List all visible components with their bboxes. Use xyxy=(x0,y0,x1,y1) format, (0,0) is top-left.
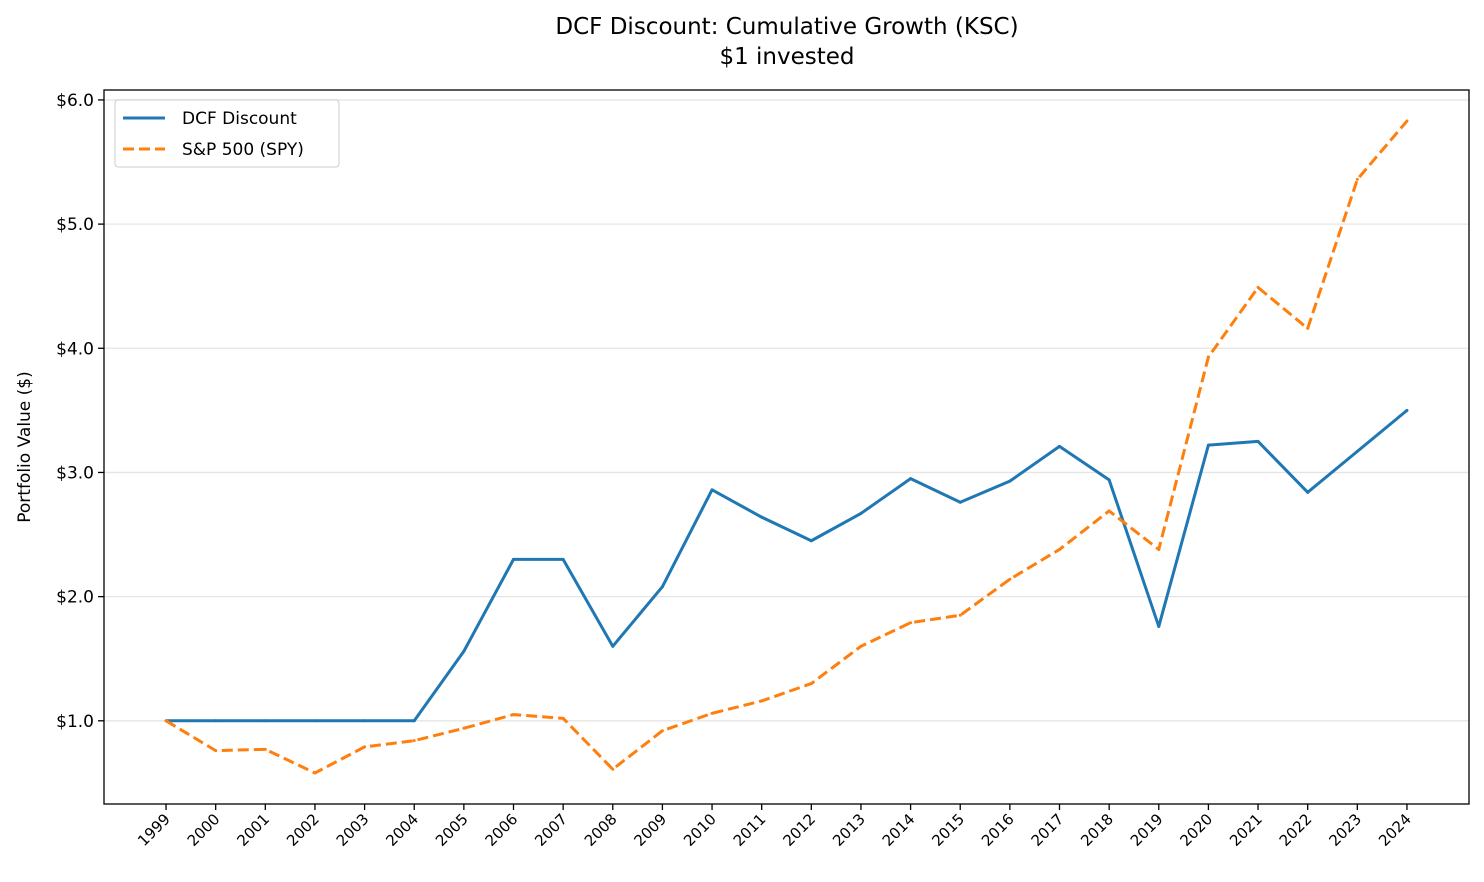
x-tick-label: 2018 xyxy=(1077,810,1117,850)
y-tick-label: $4.0 xyxy=(56,339,94,359)
plot-frame xyxy=(103,89,1470,805)
data-point xyxy=(561,716,565,720)
y-axis: $1.0 $2.0 $3.0 $4.0 $5.0 $6.0 xyxy=(56,91,104,732)
data-point xyxy=(859,644,863,648)
x-tick-label: 2015 xyxy=(928,810,968,850)
data-point xyxy=(462,649,466,653)
y-tick-label: $5.0 xyxy=(56,215,94,235)
data-point xyxy=(1355,449,1359,453)
data-point xyxy=(809,539,813,543)
data-point xyxy=(660,585,664,589)
data-point xyxy=(909,621,913,625)
x-tick-label: 2012 xyxy=(779,810,819,850)
x-tick-label: 2007 xyxy=(531,810,571,850)
data-point xyxy=(1206,355,1210,359)
data-point xyxy=(363,745,367,749)
series-line-0 xyxy=(166,409,1408,723)
data-point xyxy=(263,719,267,723)
y-tick-label: $3.0 xyxy=(56,463,94,483)
data-point xyxy=(958,613,962,617)
data-point xyxy=(164,719,168,723)
x-tick-label: 2008 xyxy=(581,810,621,850)
x-tick-label: 2022 xyxy=(1276,810,1316,850)
x-tick-label: 2006 xyxy=(482,810,522,850)
x-tick-label: 2021 xyxy=(1226,810,1266,850)
x-tick-label: 2019 xyxy=(1127,810,1167,850)
x-tick-label: 2001 xyxy=(233,810,273,850)
series-lines xyxy=(164,119,1409,775)
x-tick-label: 2014 xyxy=(879,810,919,850)
data-point xyxy=(1206,443,1210,447)
data-point xyxy=(1256,439,1260,443)
y-tick-label: $6.0 xyxy=(56,91,94,111)
data-point xyxy=(760,515,764,519)
x-tick-label: 2002 xyxy=(283,810,323,850)
data-point xyxy=(611,767,615,771)
data-point xyxy=(214,719,218,723)
legend-label-spy: S&P 500 (SPY) xyxy=(182,140,304,160)
x-tick-label: 2024 xyxy=(1375,810,1415,850)
data-point xyxy=(1256,285,1260,289)
y-tick-label: $1.0 xyxy=(56,712,94,732)
x-tick-label: 2009 xyxy=(631,810,671,850)
data-point xyxy=(1306,326,1310,330)
x-tick-label: 2020 xyxy=(1177,810,1217,850)
data-point xyxy=(1405,119,1409,123)
x-tick-label: 2016 xyxy=(978,810,1018,850)
data-point xyxy=(859,511,863,515)
data-point xyxy=(462,726,466,730)
x-tick-label: 2000 xyxy=(184,810,224,850)
data-point xyxy=(1157,624,1161,628)
data-point xyxy=(512,713,515,717)
data-point xyxy=(313,771,317,775)
data-point xyxy=(214,749,218,753)
chart-subtitle: $1 invested xyxy=(719,44,854,70)
x-tick-label: 2013 xyxy=(829,810,869,850)
legend-label-dcf: DCF Discount xyxy=(182,109,297,129)
x-tick-label: 2004 xyxy=(382,810,422,850)
data-point xyxy=(611,644,615,648)
data-point xyxy=(958,500,962,504)
data-point xyxy=(710,711,714,715)
data-point xyxy=(263,747,267,751)
data-point xyxy=(1355,177,1359,181)
data-point xyxy=(909,477,913,481)
x-tick-label: 2023 xyxy=(1325,810,1365,850)
x-tick-label: 2010 xyxy=(680,810,720,850)
data-point xyxy=(710,488,714,492)
chart-title: DCF Discount: Cumulative Growth (KSC) xyxy=(555,14,1018,40)
legend: DCF Discount S&P 500 (SPY) xyxy=(114,99,340,168)
data-point xyxy=(412,739,416,743)
x-tick-label: 2005 xyxy=(432,810,472,850)
y-tick-label: $2.0 xyxy=(56,588,94,608)
data-point xyxy=(1157,547,1161,551)
data-point xyxy=(561,557,565,561)
data-point xyxy=(313,719,317,723)
data-point xyxy=(809,682,813,686)
data-point xyxy=(363,719,367,723)
data-point xyxy=(1058,444,1061,448)
data-point xyxy=(1405,408,1409,412)
y-axis-label: Portfolio Value ($) xyxy=(15,371,35,523)
data-point xyxy=(1107,478,1111,482)
x-tick-label: 1999 xyxy=(134,810,174,850)
data-point xyxy=(512,557,515,561)
x-tick-label: 2011 xyxy=(730,810,770,850)
x-tick-label: 2017 xyxy=(1028,810,1068,850)
legend-box xyxy=(114,99,340,168)
data-point xyxy=(1008,479,1012,483)
data-point xyxy=(1306,490,1310,494)
data-point xyxy=(1058,547,1061,551)
series-line-1 xyxy=(165,120,1409,775)
x-tick-label: 2003 xyxy=(333,810,373,850)
data-point xyxy=(1008,577,1012,581)
data-point xyxy=(660,729,664,733)
gridlines xyxy=(104,99,1469,722)
data-point xyxy=(412,719,416,723)
x-axis: 1999 2000 2001 2002 2003 2004 2005 2006 2007 2008… xyxy=(134,804,1415,850)
data-point xyxy=(760,699,764,703)
data-point xyxy=(1107,509,1111,513)
